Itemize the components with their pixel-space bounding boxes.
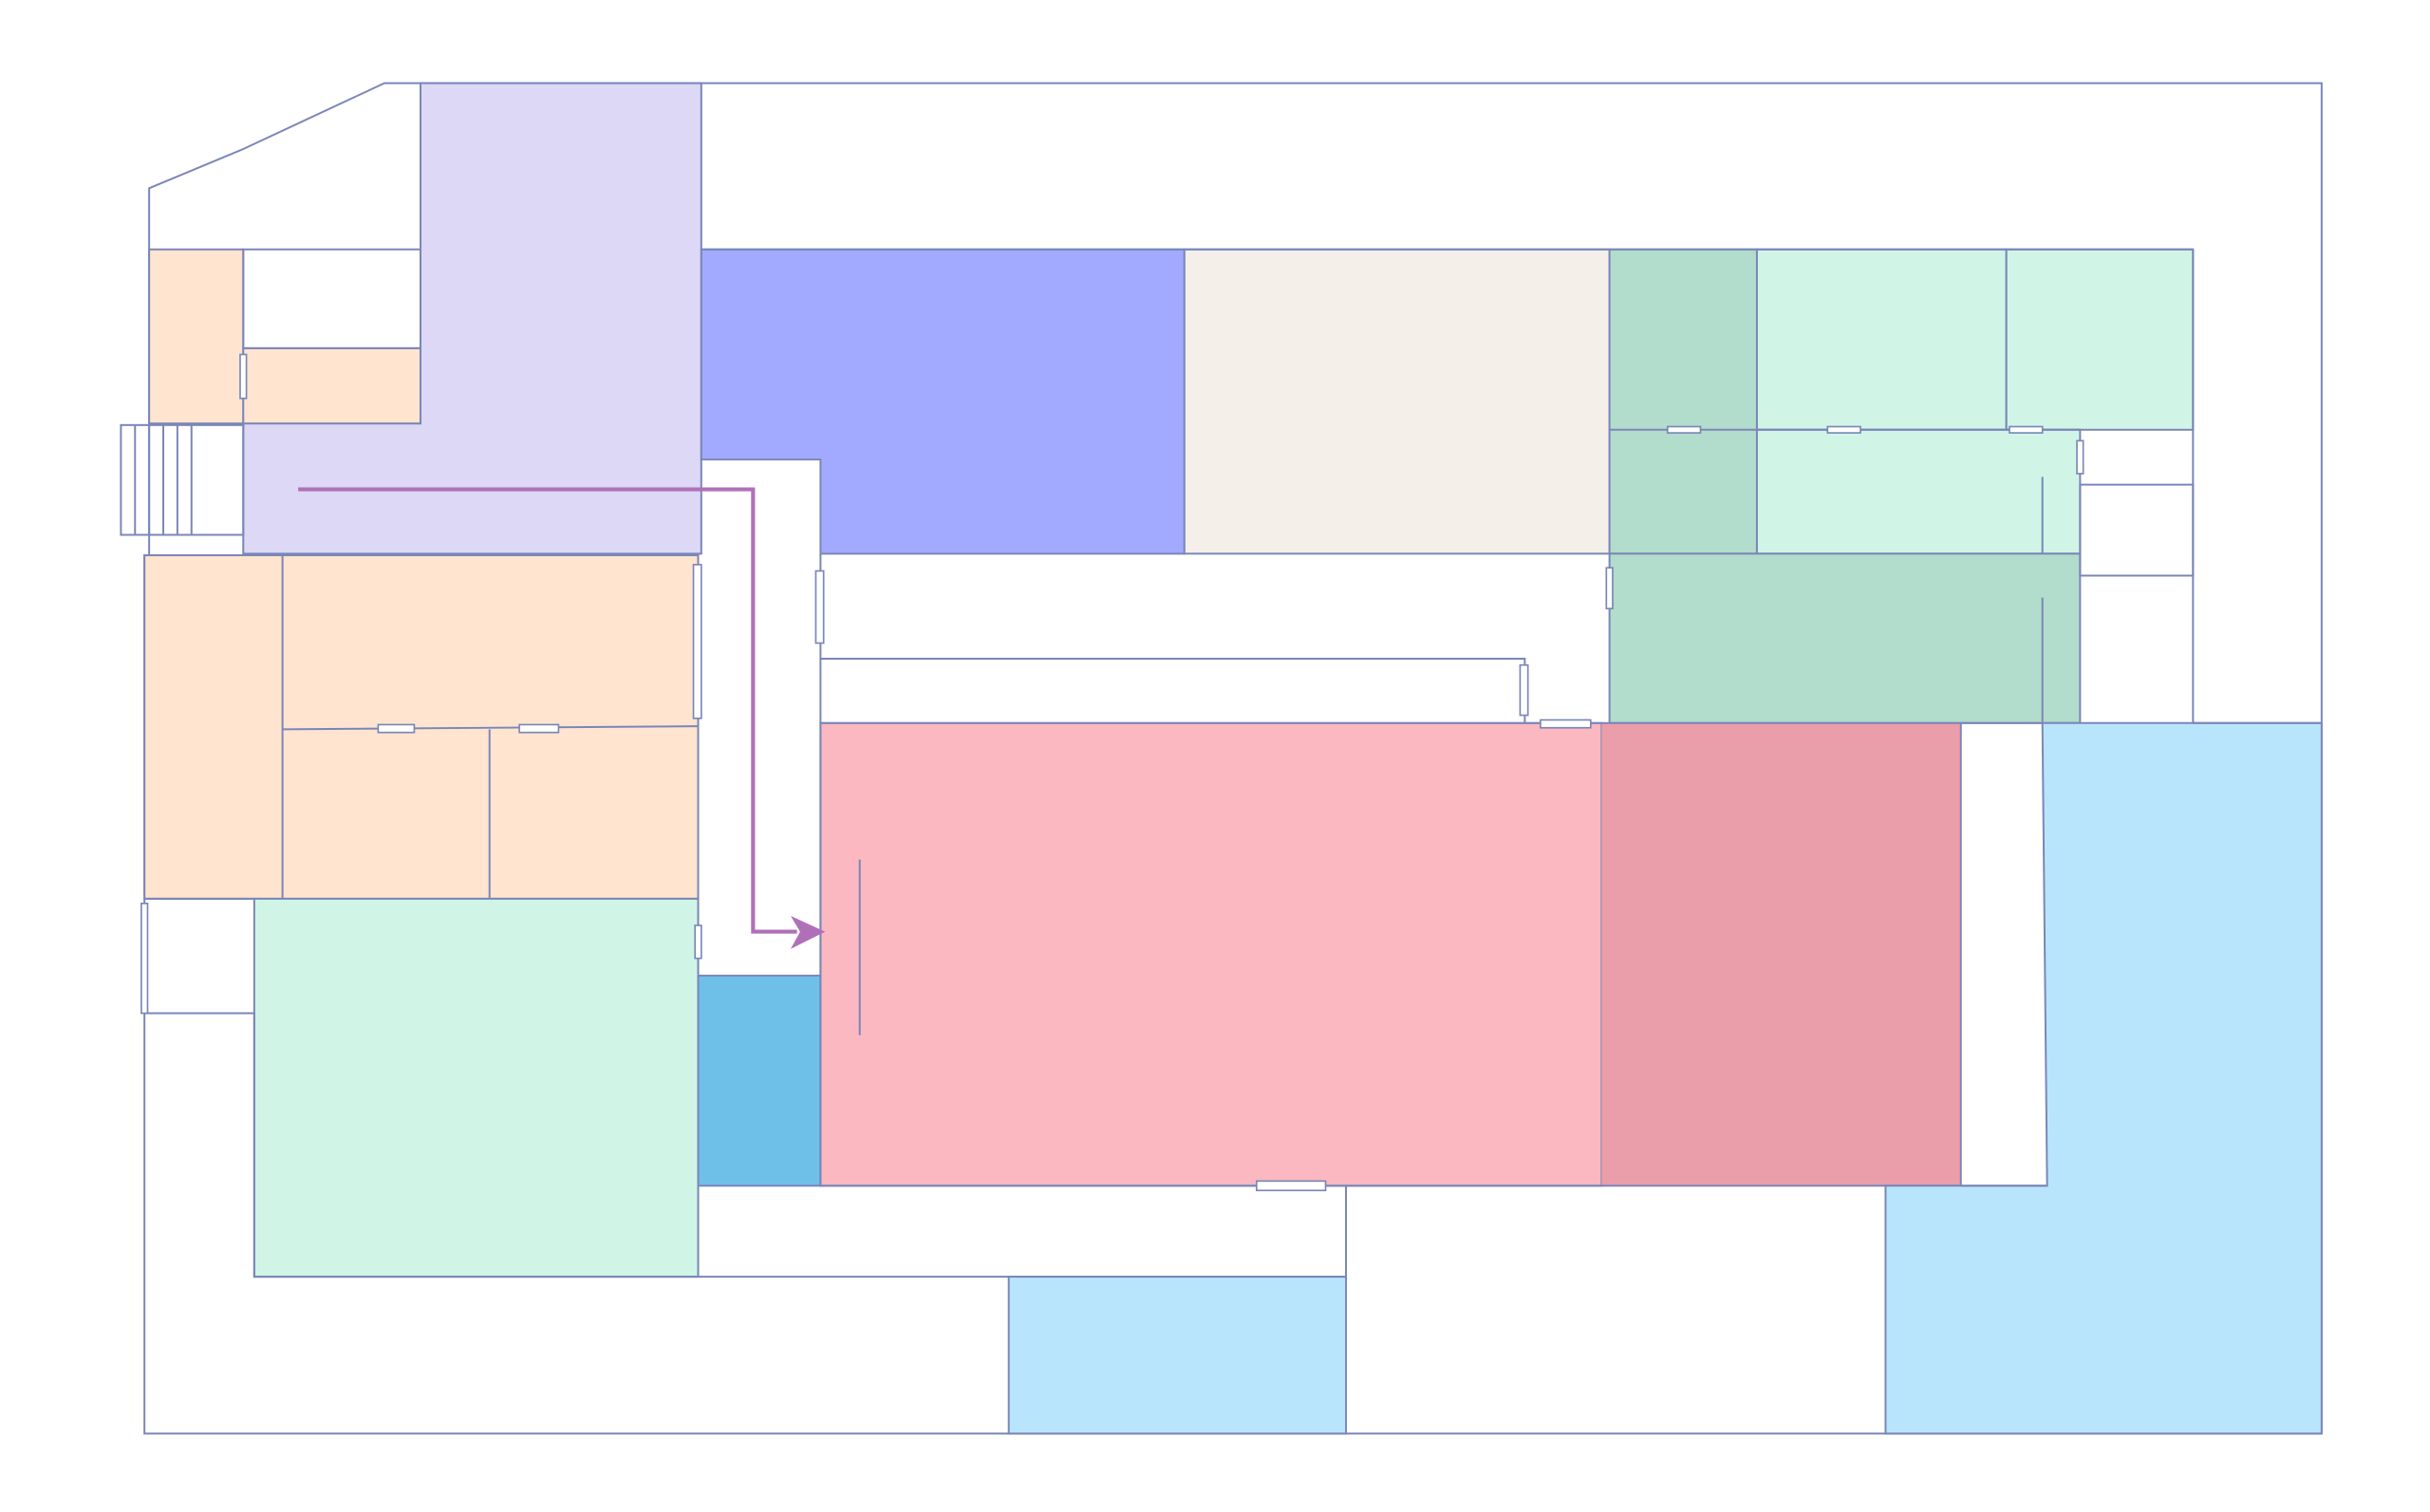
door — [518, 723, 560, 734]
door — [692, 564, 702, 719]
room-light-green — [2005, 248, 2195, 431]
wall — [144, 1012, 1347, 1279]
room-blue — [697, 974, 822, 1187]
room-dark-green — [1608, 248, 1758, 555]
door — [2009, 425, 2044, 434]
door — [1826, 425, 1861, 434]
room-pink — [819, 721, 1603, 1187]
door — [377, 723, 416, 734]
room-mint — [252, 897, 700, 1279]
door — [1519, 663, 1529, 717]
door — [2076, 439, 2084, 475]
door — [1540, 719, 1592, 729]
room-outline — [819, 721, 1962, 1187]
room-beige — [1183, 248, 1611, 555]
room-light-green — [1755, 428, 2082, 555]
room-peach — [242, 346, 422, 425]
room-empty — [2079, 483, 2195, 577]
wall — [282, 725, 699, 731]
route-arrowhead — [791, 916, 826, 949]
route — [298, 487, 826, 949]
door — [1666, 425, 1702, 434]
room-lavender — [242, 82, 702, 555]
room-light-blue — [1007, 1276, 1347, 1435]
door — [239, 353, 248, 400]
room-blue-violet — [700, 248, 1186, 555]
room-peach — [148, 248, 245, 425]
door — [1255, 1180, 1327, 1192]
stairs-outline — [120, 423, 245, 536]
wall — [820, 658, 1526, 723]
room-empty — [242, 248, 422, 349]
doors — [140, 353, 2084, 1192]
room-light-green — [1755, 248, 2008, 431]
stairs — [120, 423, 245, 536]
room-dark-pink — [1601, 722, 1961, 1186]
door — [814, 569, 825, 644]
room-dark-green — [1608, 552, 2082, 724]
door — [1605, 567, 1614, 609]
door — [694, 924, 702, 960]
door — [140, 903, 149, 1015]
route-line — [298, 487, 797, 934]
